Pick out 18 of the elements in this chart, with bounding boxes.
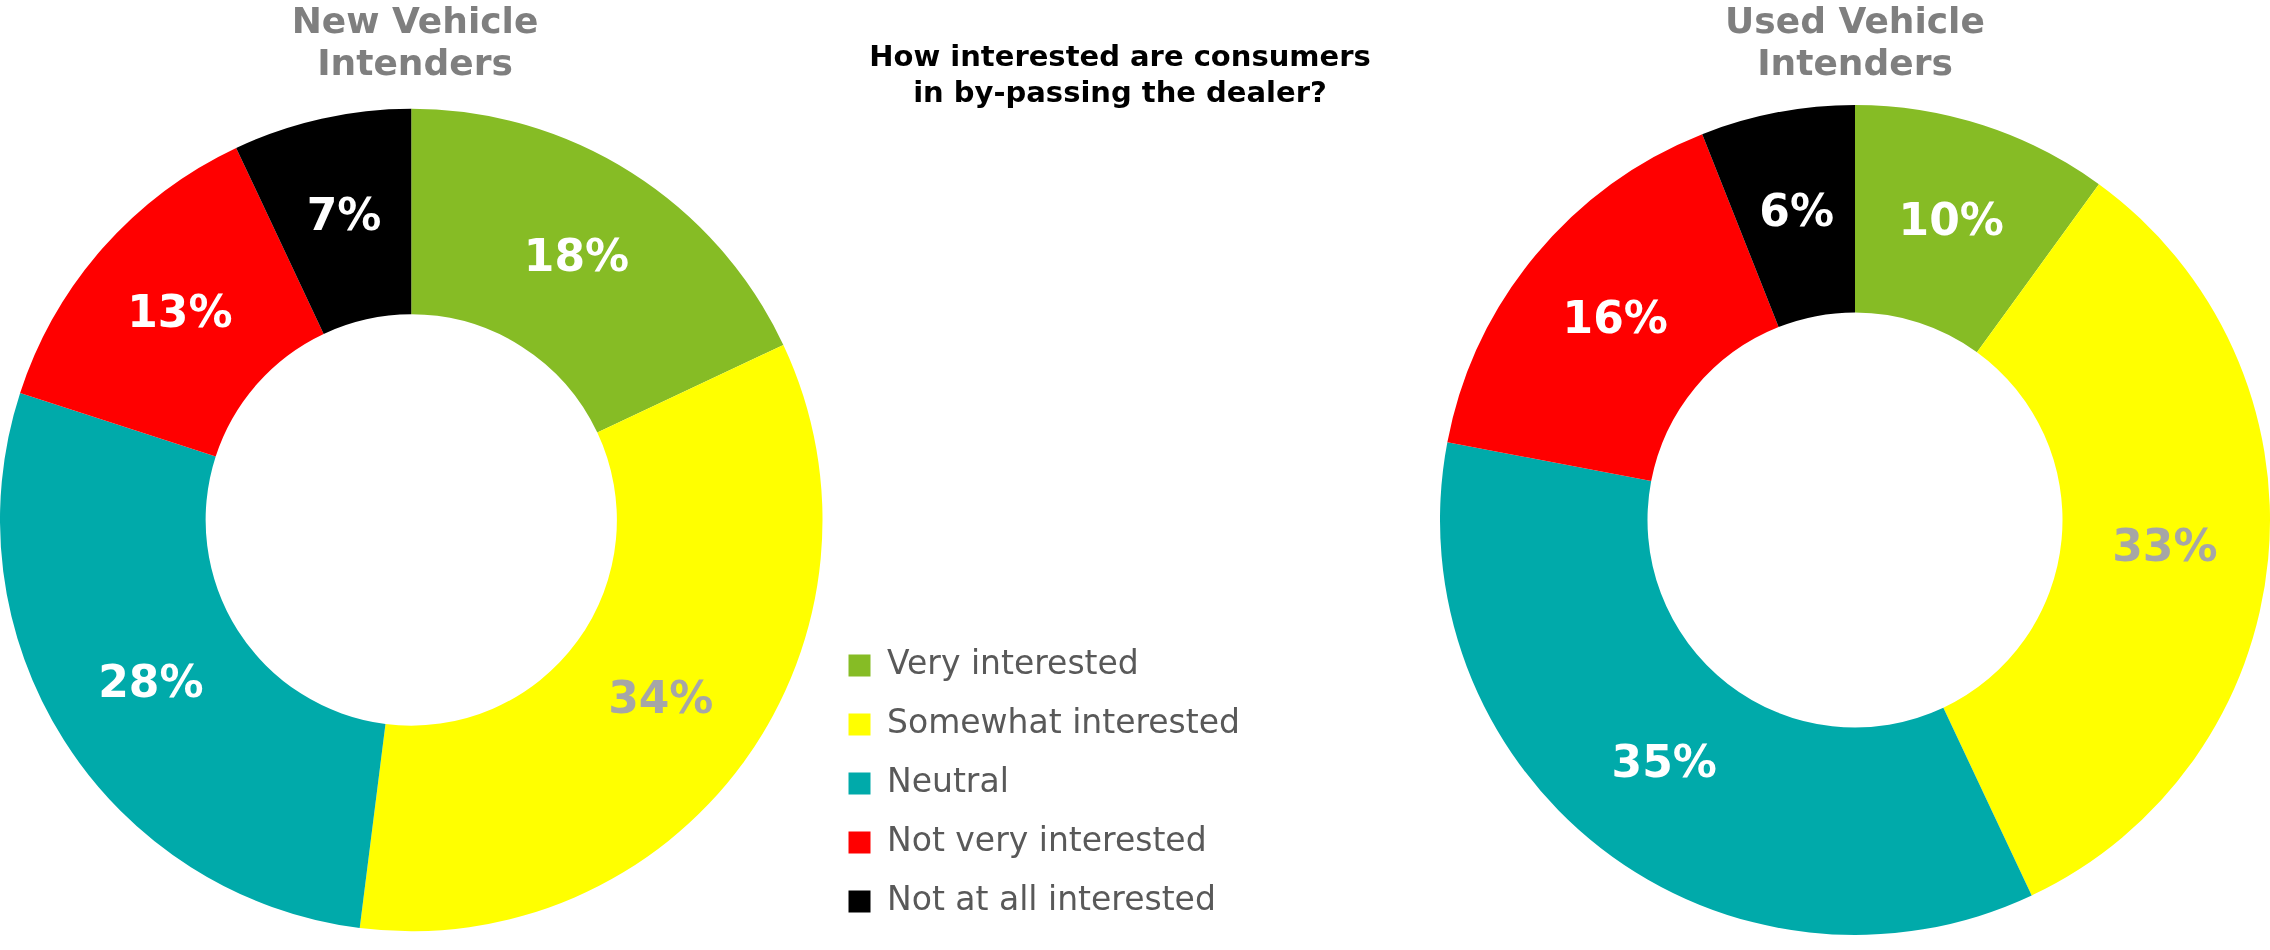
- data-label: 13%: [127, 286, 233, 338]
- legend-label: Neutral: [887, 761, 1009, 801]
- data-label: 35%: [1611, 736, 1717, 788]
- chart-title: Used Vehicle Intenders: [1724, 0, 1986, 84]
- text: How interested are consumers in by-passing the dealer?: [868, 38, 1372, 110]
- legend-label: Not very interested: [887, 820, 1207, 860]
- chart-title: New Vehicle Intenders: [290, 0, 540, 84]
- legend-label: Not at all interested: [887, 879, 1216, 919]
- data-label: 10%: [1898, 194, 2004, 246]
- data-label: 7%: [306, 189, 382, 241]
- data-label: 33%: [2112, 519, 2218, 571]
- data-label: 6%: [1759, 184, 1835, 236]
- legend-label: Somewhat interested: [887, 702, 1241, 742]
- data-label: 16%: [1562, 292, 1668, 344]
- legend-label: Very interested: [887, 643, 1139, 683]
- data-label: 18%: [523, 230, 630, 282]
- data-label: 28%: [98, 655, 204, 707]
- data-label: 34%: [608, 671, 714, 723]
